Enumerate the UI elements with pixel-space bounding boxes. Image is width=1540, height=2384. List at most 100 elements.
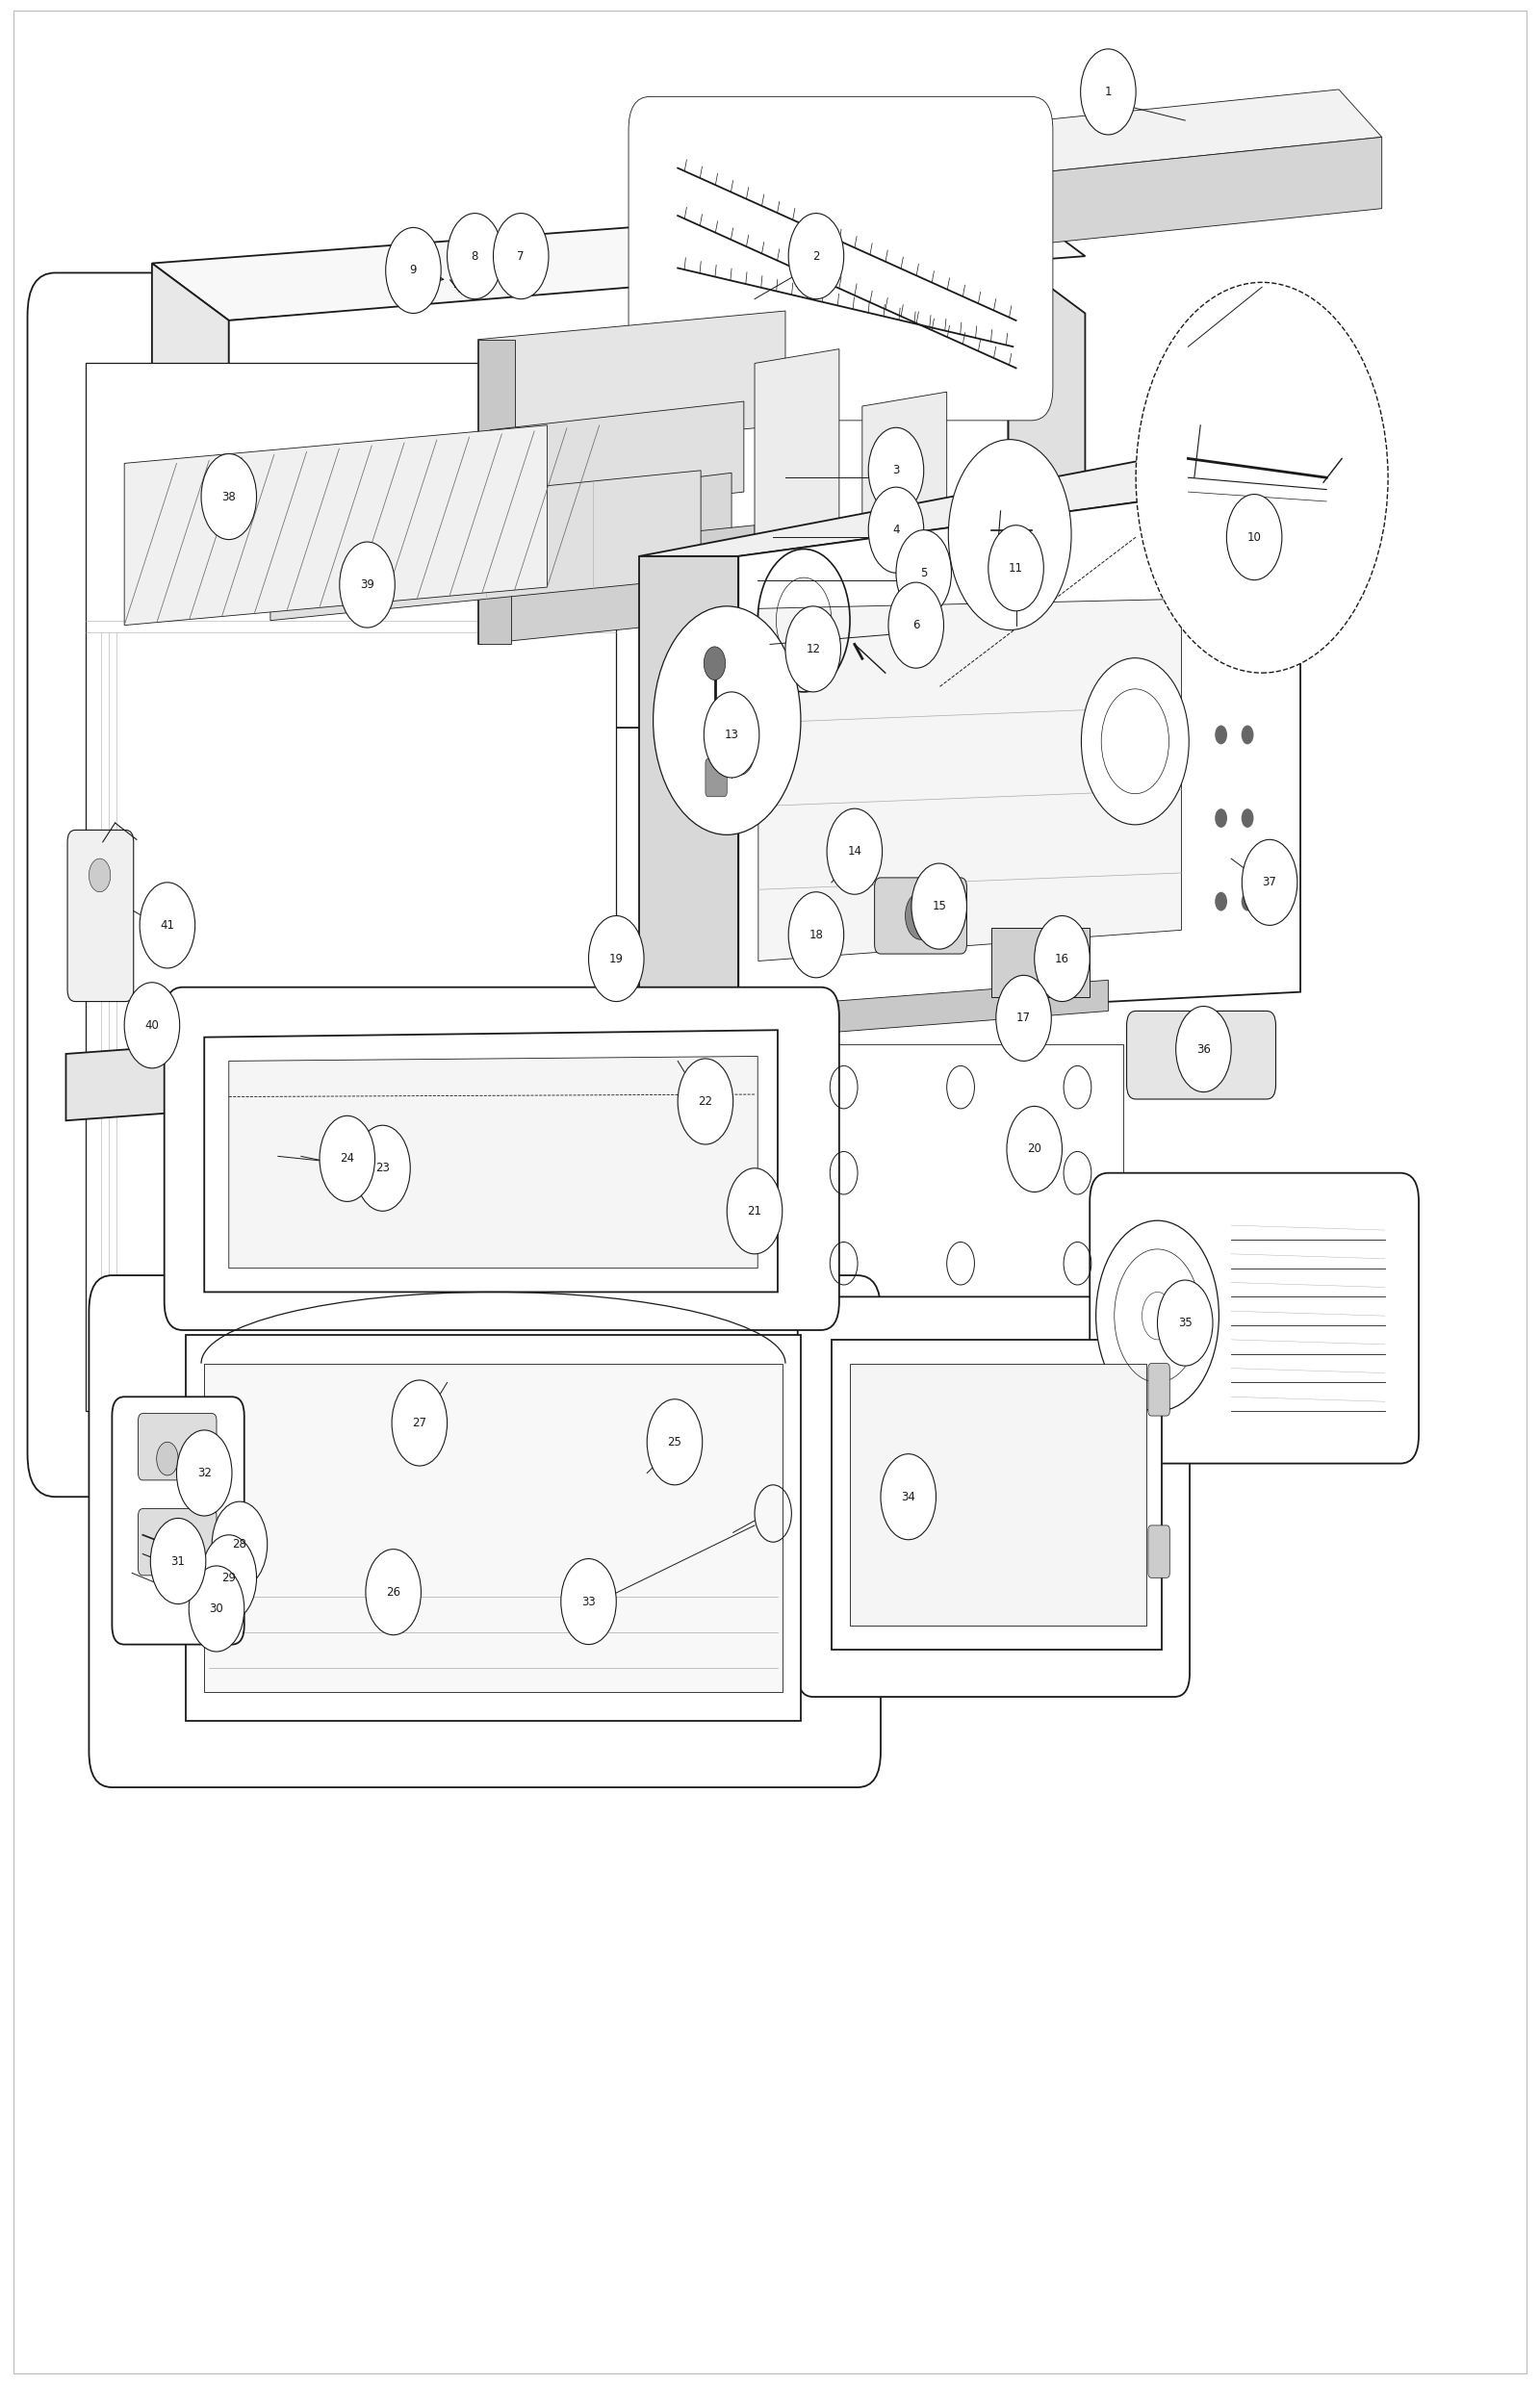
Circle shape bbox=[588, 915, 644, 1001]
FancyBboxPatch shape bbox=[628, 98, 1053, 420]
FancyBboxPatch shape bbox=[28, 272, 705, 1497]
Polygon shape bbox=[477, 524, 755, 644]
FancyBboxPatch shape bbox=[68, 830, 134, 1001]
Circle shape bbox=[1137, 281, 1388, 672]
Text: 9: 9 bbox=[410, 265, 417, 277]
Polygon shape bbox=[271, 470, 701, 620]
Text: 15: 15 bbox=[932, 901, 946, 913]
Polygon shape bbox=[500, 501, 528, 577]
Circle shape bbox=[1241, 839, 1297, 925]
Text: 22: 22 bbox=[698, 1094, 713, 1109]
FancyBboxPatch shape bbox=[1149, 1364, 1170, 1416]
Circle shape bbox=[724, 727, 755, 775]
Text: 40: 40 bbox=[145, 1018, 159, 1032]
Circle shape bbox=[151, 1519, 206, 1604]
Polygon shape bbox=[850, 1364, 1147, 1626]
Circle shape bbox=[727, 1168, 782, 1254]
Circle shape bbox=[125, 982, 180, 1068]
Circle shape bbox=[213, 1502, 268, 1588]
Circle shape bbox=[949, 439, 1072, 629]
Text: 20: 20 bbox=[1027, 1142, 1041, 1156]
FancyBboxPatch shape bbox=[112, 1397, 245, 1645]
Circle shape bbox=[788, 212, 844, 298]
FancyBboxPatch shape bbox=[139, 1414, 217, 1480]
FancyBboxPatch shape bbox=[1149, 1526, 1170, 1578]
Text: 37: 37 bbox=[1263, 877, 1277, 889]
Polygon shape bbox=[755, 348, 839, 601]
Polygon shape bbox=[582, 980, 1109, 1051]
Polygon shape bbox=[229, 255, 1009, 727]
Circle shape bbox=[354, 1125, 410, 1211]
Text: 3: 3 bbox=[893, 465, 899, 477]
Text: 41: 41 bbox=[160, 920, 174, 932]
Circle shape bbox=[999, 534, 1018, 563]
Polygon shape bbox=[205, 1364, 782, 1693]
Circle shape bbox=[1215, 808, 1227, 827]
Circle shape bbox=[1081, 658, 1189, 825]
FancyBboxPatch shape bbox=[165, 987, 839, 1330]
FancyBboxPatch shape bbox=[1090, 1173, 1418, 1464]
Text: 23: 23 bbox=[376, 1161, 390, 1175]
Circle shape bbox=[869, 427, 924, 513]
Text: 4: 4 bbox=[893, 524, 899, 536]
Polygon shape bbox=[739, 479, 1300, 1020]
Text: 39: 39 bbox=[360, 579, 374, 591]
Circle shape bbox=[1226, 493, 1281, 579]
FancyBboxPatch shape bbox=[139, 1509, 217, 1576]
Circle shape bbox=[678, 1058, 733, 1144]
Circle shape bbox=[320, 1116, 374, 1202]
Text: 13: 13 bbox=[724, 730, 739, 741]
Circle shape bbox=[1035, 915, 1090, 1001]
Polygon shape bbox=[86, 362, 616, 1411]
Circle shape bbox=[561, 1559, 616, 1645]
Circle shape bbox=[1007, 1106, 1063, 1192]
Circle shape bbox=[1215, 725, 1227, 744]
Circle shape bbox=[202, 1535, 257, 1621]
Polygon shape bbox=[801, 1044, 1124, 1311]
Circle shape bbox=[704, 691, 759, 777]
Text: 33: 33 bbox=[582, 1595, 596, 1607]
Text: 8: 8 bbox=[471, 250, 479, 262]
Circle shape bbox=[704, 646, 725, 679]
Circle shape bbox=[365, 1550, 420, 1635]
Polygon shape bbox=[490, 401, 744, 520]
Circle shape bbox=[385, 226, 440, 312]
Text: 6: 6 bbox=[912, 620, 919, 632]
Circle shape bbox=[1096, 1221, 1218, 1411]
Polygon shape bbox=[862, 391, 947, 620]
Polygon shape bbox=[947, 176, 990, 248]
Text: 11: 11 bbox=[1009, 563, 1023, 575]
Text: 17: 17 bbox=[1016, 1011, 1030, 1025]
Circle shape bbox=[906, 892, 936, 939]
Text: 24: 24 bbox=[340, 1151, 354, 1166]
Polygon shape bbox=[66, 1035, 326, 1120]
Text: 29: 29 bbox=[222, 1571, 236, 1583]
Polygon shape bbox=[832, 1340, 1163, 1650]
Polygon shape bbox=[639, 555, 739, 1020]
Text: 38: 38 bbox=[222, 491, 236, 503]
Circle shape bbox=[869, 486, 924, 572]
Polygon shape bbox=[152, 198, 1086, 319]
Text: 19: 19 bbox=[608, 951, 624, 966]
Circle shape bbox=[1241, 892, 1254, 911]
Text: 36: 36 bbox=[1197, 1042, 1210, 1056]
Circle shape bbox=[1177, 1006, 1230, 1092]
Text: 10: 10 bbox=[1247, 532, 1261, 544]
Text: 27: 27 bbox=[413, 1416, 427, 1430]
Text: 31: 31 bbox=[171, 1554, 185, 1566]
FancyBboxPatch shape bbox=[1127, 1011, 1275, 1099]
Circle shape bbox=[140, 882, 196, 968]
Polygon shape bbox=[990, 136, 1381, 248]
Circle shape bbox=[996, 975, 1052, 1061]
Polygon shape bbox=[477, 310, 785, 453]
Text: 5: 5 bbox=[921, 567, 927, 579]
Text: 26: 26 bbox=[387, 1585, 400, 1597]
Text: 1: 1 bbox=[1104, 86, 1112, 98]
FancyBboxPatch shape bbox=[705, 758, 727, 796]
Polygon shape bbox=[500, 472, 732, 577]
Text: 18: 18 bbox=[808, 927, 824, 942]
Circle shape bbox=[647, 1399, 702, 1485]
Circle shape bbox=[1215, 892, 1227, 911]
FancyBboxPatch shape bbox=[875, 877, 967, 954]
Polygon shape bbox=[1009, 255, 1086, 727]
